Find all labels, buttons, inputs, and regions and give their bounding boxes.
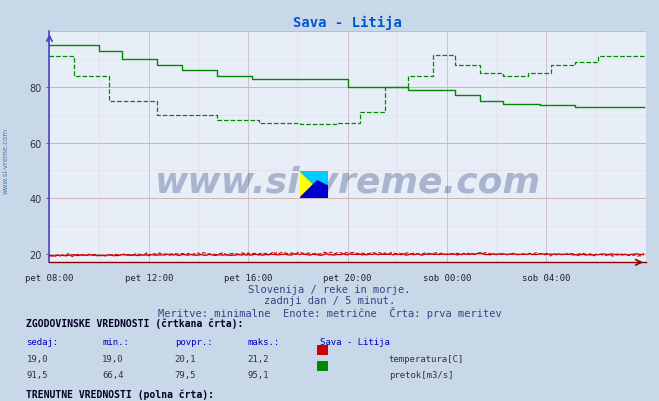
Text: sob 04:00: sob 04:00 <box>522 273 571 282</box>
Text: povpr.:: povpr.: <box>175 337 212 346</box>
Text: www.si-vreme.com: www.si-vreme.com <box>2 128 9 193</box>
Text: temperatura[C]: temperatura[C] <box>389 354 464 363</box>
Text: Meritve: minimalne  Enote: metrične  Črta: prva meritev: Meritve: minimalne Enote: metrične Črta:… <box>158 306 501 318</box>
Text: pet 20:00: pet 20:00 <box>324 273 372 282</box>
Text: pretok[m3/s]: pretok[m3/s] <box>389 370 453 379</box>
Text: 91,5: 91,5 <box>26 370 48 379</box>
Polygon shape <box>300 171 328 198</box>
Text: 19,0: 19,0 <box>26 354 48 363</box>
Text: pet 12:00: pet 12:00 <box>125 273 173 282</box>
Text: www.si-vreme.com: www.si-vreme.com <box>155 165 540 199</box>
Text: Sava - Litija: Sava - Litija <box>320 337 389 346</box>
Text: TRENUTNE VREDNOSTI (polna črta):: TRENUTNE VREDNOSTI (polna črta): <box>26 389 214 399</box>
Text: zadnji dan / 5 minut.: zadnji dan / 5 minut. <box>264 296 395 306</box>
Title: Sava - Litija: Sava - Litija <box>293 15 402 30</box>
Text: pet 16:00: pet 16:00 <box>224 273 272 282</box>
Polygon shape <box>300 171 328 198</box>
Text: 79,5: 79,5 <box>175 370 196 379</box>
Text: Slovenija / reke in morje.: Slovenija / reke in morje. <box>248 285 411 295</box>
Text: ZGODOVINSKE VREDNOSTI (črtkana črta):: ZGODOVINSKE VREDNOSTI (črtkana črta): <box>26 318 244 328</box>
Text: 20,1: 20,1 <box>175 354 196 363</box>
Text: min.:: min.: <box>102 337 129 346</box>
Text: maks.:: maks.: <box>247 337 279 346</box>
Polygon shape <box>300 171 328 185</box>
Text: 19,0: 19,0 <box>102 354 124 363</box>
Text: sedaj:: sedaj: <box>26 337 59 346</box>
Text: 95,1: 95,1 <box>247 370 269 379</box>
Text: 21,2: 21,2 <box>247 354 269 363</box>
Text: sob 00:00: sob 00:00 <box>423 273 471 282</box>
Text: pet 08:00: pet 08:00 <box>25 273 74 282</box>
Text: 66,4: 66,4 <box>102 370 124 379</box>
